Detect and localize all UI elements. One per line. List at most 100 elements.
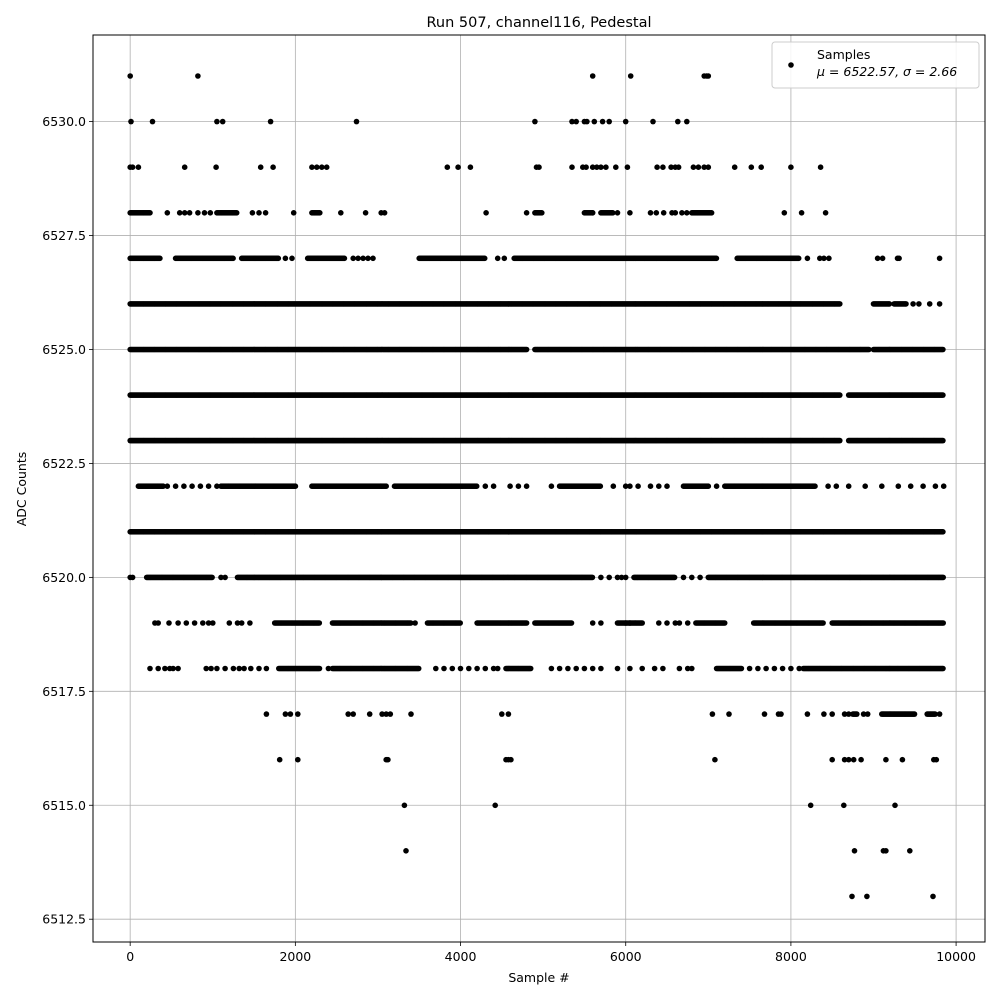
- data-point: [569, 118, 575, 125]
- data-point: [862, 483, 868, 490]
- data-point: [172, 483, 179, 490]
- data-point: [650, 118, 656, 125]
- data-point: [481, 255, 488, 262]
- data-point: [701, 164, 707, 170]
- data-point: [501, 255, 508, 262]
- data-point: [920, 483, 926, 490]
- data-point: [653, 210, 660, 216]
- data-point: [705, 483, 712, 490]
- data-point: [249, 210, 256, 216]
- data-point: [164, 483, 171, 490]
- data-point: [383, 483, 390, 490]
- data-point: [713, 483, 720, 490]
- data-point: [654, 164, 660, 170]
- data-point: [219, 118, 226, 125]
- data-point: [610, 210, 616, 216]
- data-point: [675, 164, 682, 170]
- data-point: [149, 118, 156, 125]
- data-point: [664, 483, 670, 490]
- data-point: [381, 210, 388, 216]
- data-point: [467, 164, 474, 170]
- data-point: [598, 164, 604, 170]
- data-point: [257, 164, 264, 170]
- data-point: [874, 255, 881, 262]
- data-point: [360, 255, 366, 262]
- data-point: [788, 164, 794, 170]
- data-point: [660, 164, 666, 170]
- data-point: [289, 255, 295, 262]
- data-point: [825, 483, 831, 490]
- data-point: [936, 255, 943, 262]
- data-point: [473, 483, 480, 490]
- data-point: [713, 255, 720, 262]
- data-point: [817, 164, 824, 170]
- data-point: [589, 164, 596, 170]
- data-point: [812, 483, 818, 490]
- data-point: [589, 73, 596, 79]
- data-point: [314, 164, 320, 170]
- data-point: [507, 483, 513, 490]
- data-point: [338, 210, 344, 216]
- data-point: [826, 255, 832, 262]
- data-point: [910, 301, 916, 307]
- data-point: [940, 437, 946, 444]
- data-point: [795, 255, 802, 262]
- data-point: [309, 164, 315, 170]
- data-point: [833, 483, 840, 490]
- data-point: [129, 164, 136, 170]
- data-point: [647, 210, 654, 216]
- data-point: [214, 483, 220, 490]
- data-point: [197, 483, 204, 490]
- data-point: [157, 255, 163, 262]
- data-point: [230, 255, 236, 262]
- data-point: [896, 255, 902, 262]
- data-point: [597, 483, 604, 490]
- data-point: [207, 210, 214, 216]
- data-point: [614, 210, 621, 216]
- data-point: [656, 483, 662, 490]
- data-point: [523, 346, 530, 353]
- data-point: [672, 210, 679, 216]
- data-point: [907, 483, 914, 490]
- data-point: [660, 210, 667, 216]
- data-point: [926, 301, 933, 307]
- data-point: [821, 255, 827, 262]
- data-point: [455, 164, 461, 170]
- data-point: [147, 210, 153, 216]
- data-point: [350, 255, 357, 262]
- data-point: [594, 164, 600, 170]
- data-point: [932, 483, 939, 490]
- data-point: [262, 210, 269, 216]
- data-point: [886, 301, 893, 307]
- data-point: [695, 164, 702, 170]
- data-point: [627, 483, 633, 490]
- data-point: [627, 210, 633, 216]
- data-point: [647, 483, 654, 490]
- data-point: [940, 392, 946, 398]
- data-point: [483, 210, 489, 216]
- data-point: [684, 210, 690, 216]
- data-point: [128, 118, 134, 125]
- data-point: [591, 118, 598, 125]
- data-point: [731, 164, 738, 170]
- data-point: [635, 483, 641, 490]
- data-point: [837, 392, 843, 398]
- data-point: [195, 210, 201, 216]
- data-point: [275, 255, 282, 262]
- data-point: [444, 164, 451, 170]
- data-point: [341, 255, 348, 262]
- data-point: [362, 210, 369, 216]
- data-point: [627, 73, 634, 79]
- data-point: [353, 118, 360, 125]
- data-point: [490, 483, 497, 490]
- data-point: [940, 483, 947, 490]
- data-point: [317, 210, 323, 216]
- data-point: [916, 301, 922, 307]
- data-point: [606, 118, 612, 125]
- data-point: [214, 118, 220, 125]
- data-point: [282, 255, 289, 262]
- data-point: [189, 483, 195, 490]
- data-point: [370, 255, 376, 262]
- data-point: [515, 483, 522, 490]
